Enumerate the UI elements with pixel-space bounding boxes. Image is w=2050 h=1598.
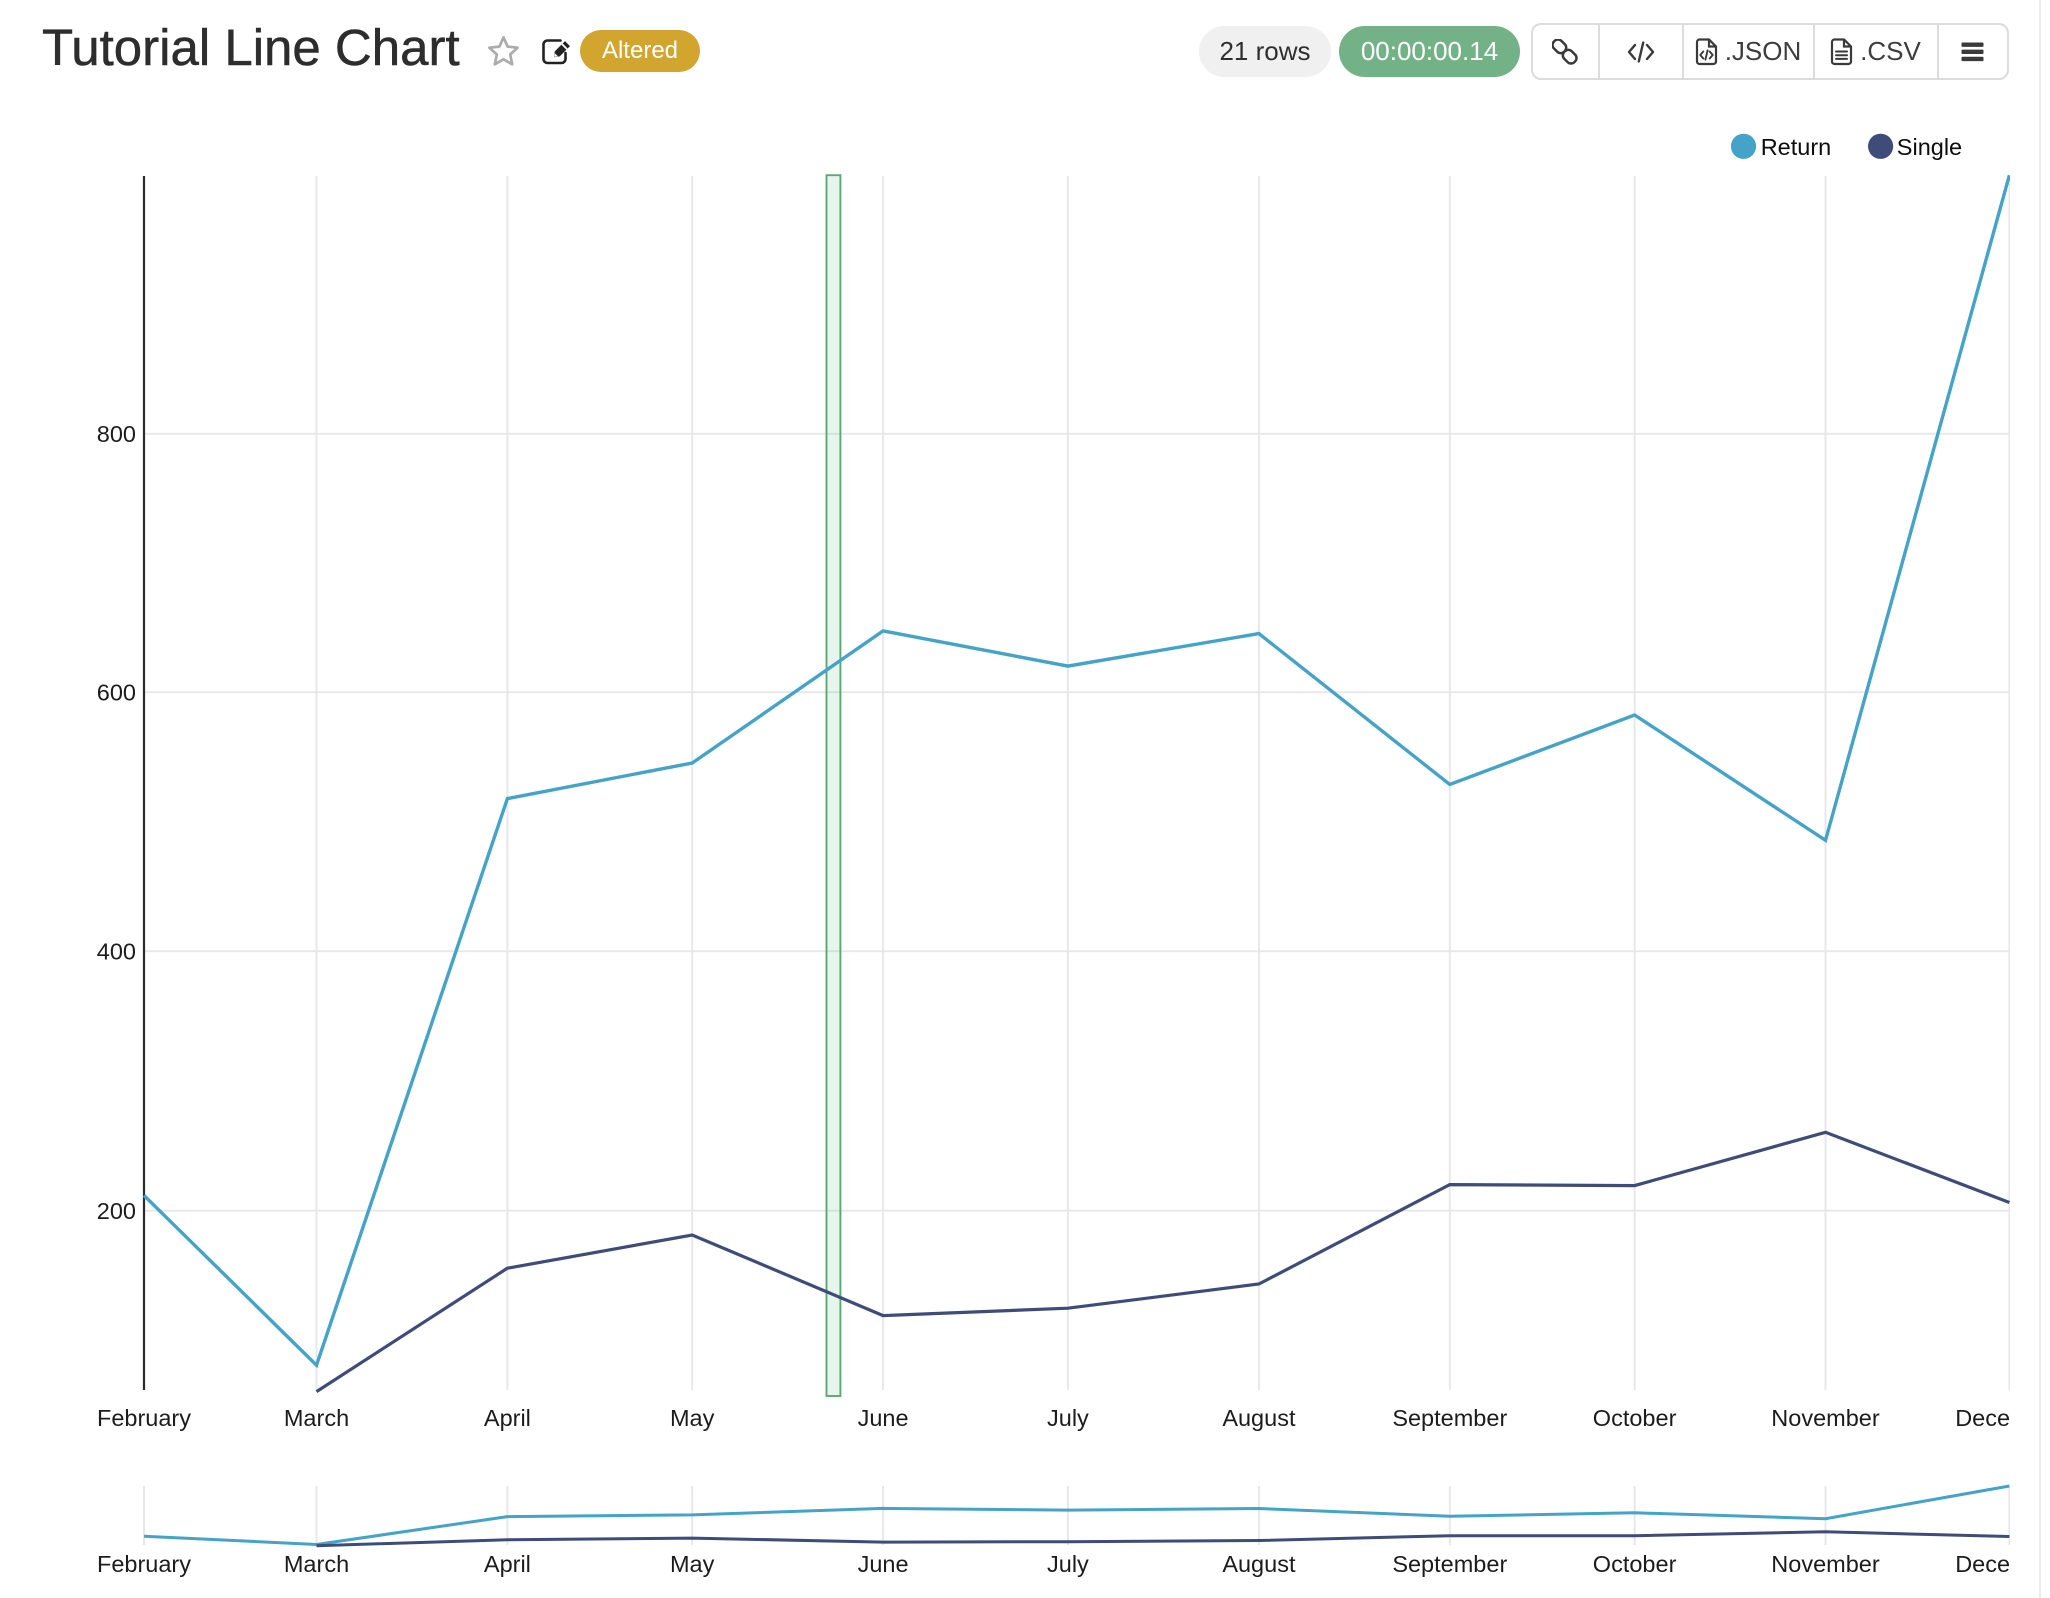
svg-text:April: April xyxy=(484,1551,531,1577)
svg-text:June: June xyxy=(858,1405,909,1431)
svg-text:July: July xyxy=(1047,1551,1089,1577)
svg-text:December: December xyxy=(1955,1551,2050,1577)
svg-text:October: October xyxy=(1593,1551,1677,1577)
svg-text:800: 800 xyxy=(97,421,136,447)
svg-text:May: May xyxy=(670,1551,715,1577)
svg-text:Return: Return xyxy=(1761,134,1832,160)
svg-text:400: 400 xyxy=(97,938,136,964)
svg-text:June: June xyxy=(858,1551,909,1577)
svg-text:November: November xyxy=(1771,1551,1880,1577)
svg-text:August: August xyxy=(1222,1551,1296,1577)
svg-text:200: 200 xyxy=(97,1198,136,1224)
svg-text:August: August xyxy=(1222,1405,1296,1431)
svg-text:March: March xyxy=(284,1551,349,1577)
svg-text:February: February xyxy=(97,1405,191,1431)
svg-text:October: October xyxy=(1593,1405,1677,1431)
svg-text:Single: Single xyxy=(1897,134,1962,160)
svg-text:May: May xyxy=(670,1405,715,1431)
svg-text:600: 600 xyxy=(97,679,136,705)
svg-text:April: April xyxy=(484,1405,531,1431)
svg-text:September: September xyxy=(1392,1405,1507,1431)
svg-text:December: December xyxy=(1955,1405,2050,1431)
svg-text:November: November xyxy=(1771,1405,1880,1431)
svg-text:March: March xyxy=(284,1405,349,1431)
svg-text:July: July xyxy=(1047,1405,1089,1431)
svg-text:September: September xyxy=(1392,1551,1507,1577)
svg-text:February: February xyxy=(97,1551,191,1577)
